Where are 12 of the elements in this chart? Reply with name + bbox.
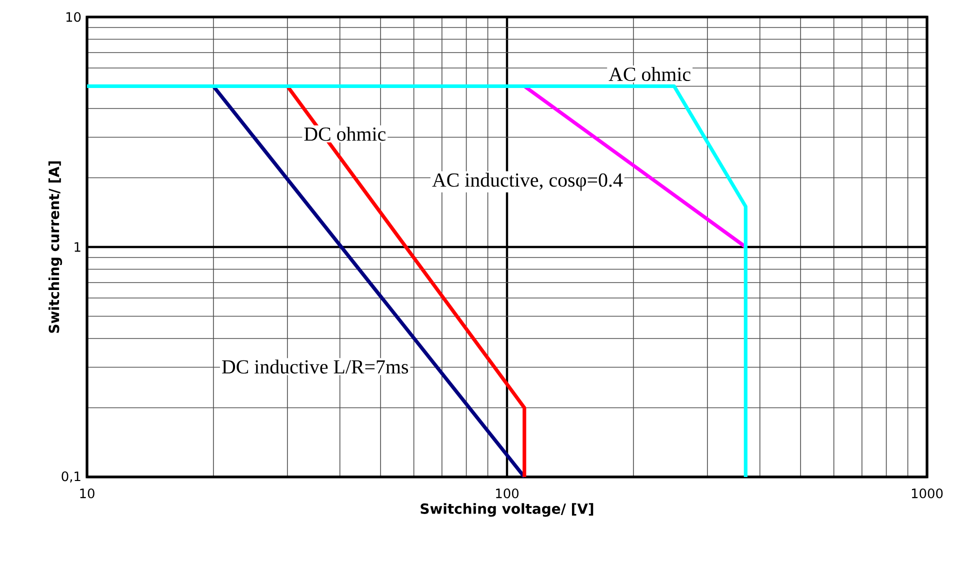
y-tick-label: 0,1 [62,471,80,483]
series-label: AC inductive, cosφ=0.4 [432,172,623,191]
y-axis-title: Switching current/ [A] [48,161,62,333]
x-axis-title: Switching voltage/ [V] [420,503,594,517]
series-label: DC ohmic [304,126,386,141]
y-tick-label: 1 [74,242,80,252]
x-tick-label: 10 [80,488,94,498]
x-tick-label: 100 [496,488,519,498]
series-label: AC ohmic [608,67,690,82]
y-tick-label: 10 [66,12,81,22]
series-label: DC inductive L/R=7ms [222,360,408,374]
x-tick-label: 1000 [912,488,943,498]
